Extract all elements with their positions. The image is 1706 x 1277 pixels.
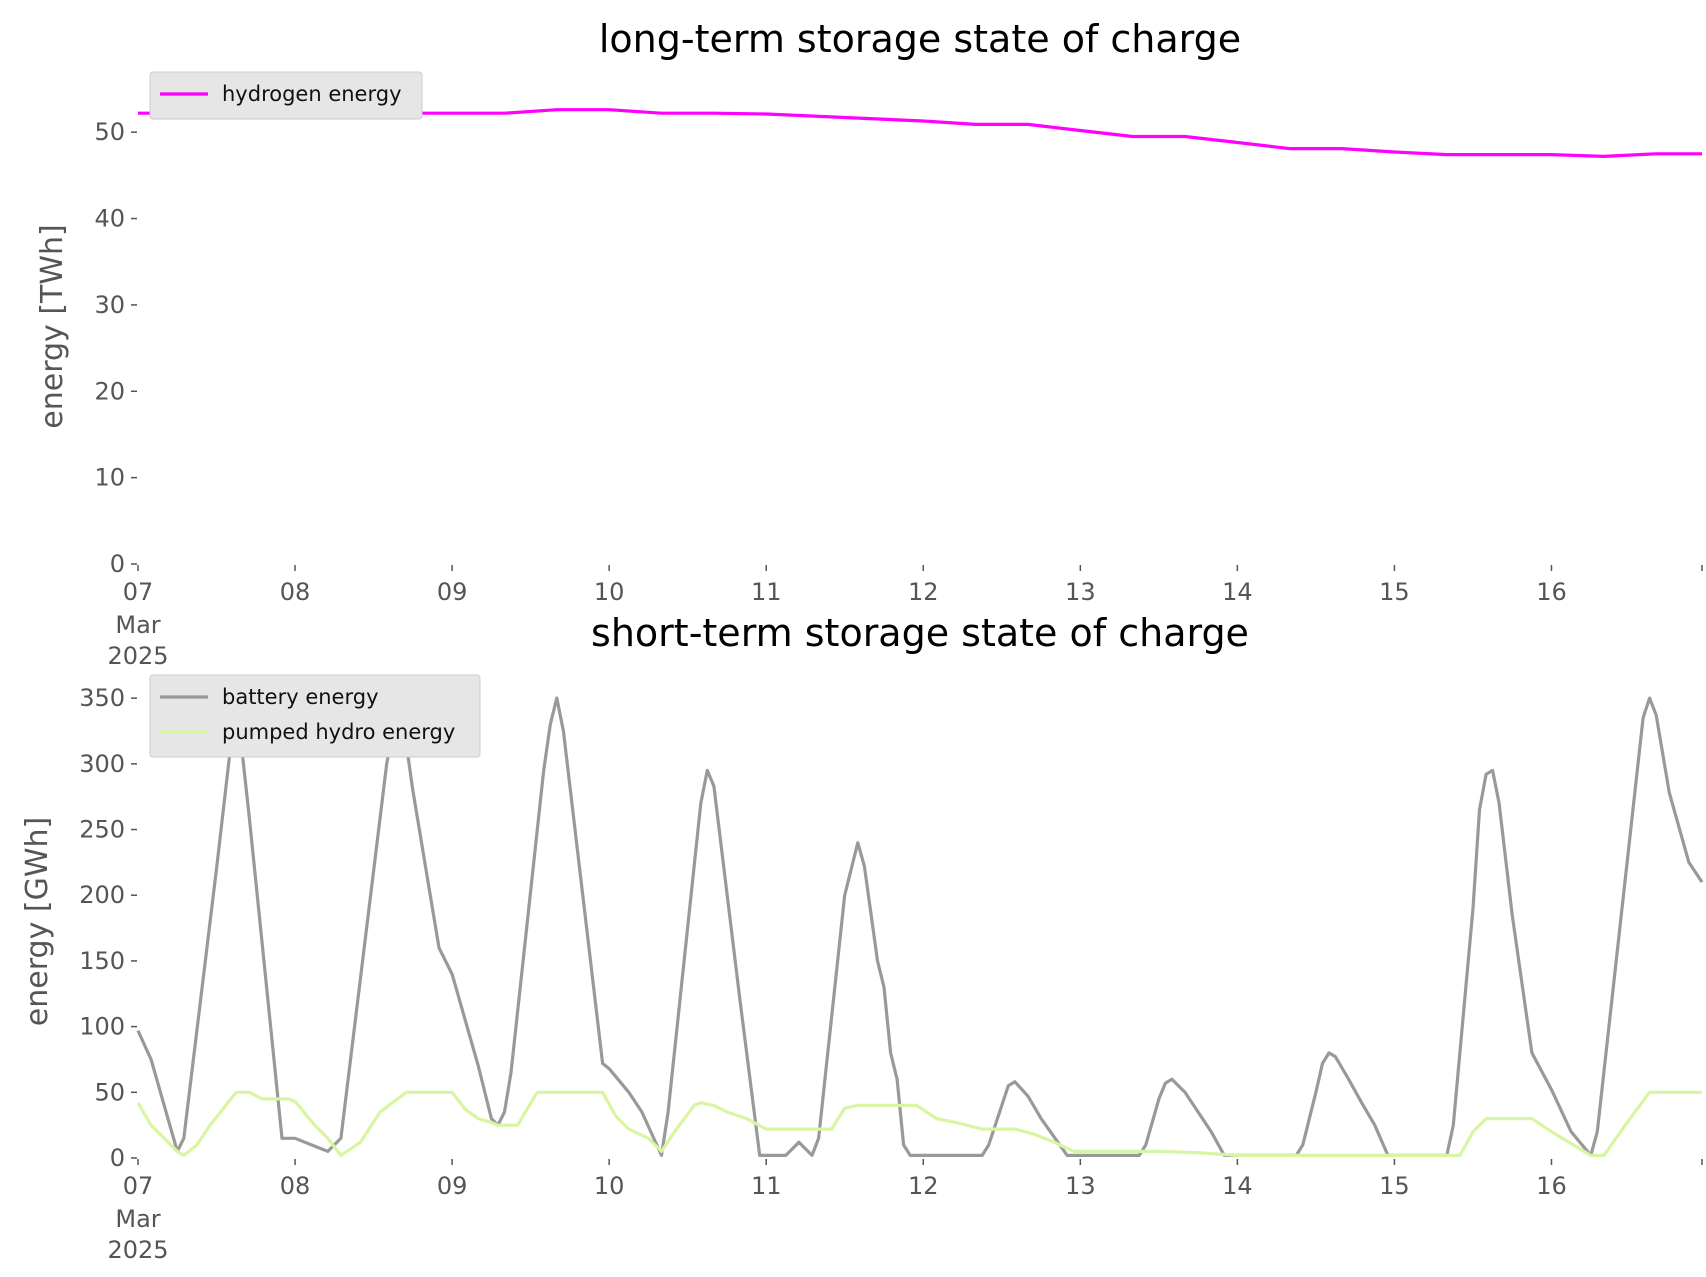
x-tick-label: 11: [751, 1172, 782, 1200]
x-tick-label: 09: [437, 578, 468, 606]
x-tick-label: 09: [437, 1172, 468, 1200]
y-tick-label: 0: [110, 550, 125, 578]
x-tick-label: 08: [280, 1172, 311, 1200]
y-axis-label: energy [TWh]: [35, 224, 70, 428]
x-tick-label: 12: [908, 1172, 939, 1200]
y-axis-label: energy [GWh]: [20, 817, 55, 1026]
x-tick-year-label: 2025: [107, 642, 168, 670]
chart-title: short-term storage state of charge: [591, 611, 1249, 655]
y-tick-label: 300: [79, 750, 125, 778]
x-tick-label: 08: [280, 578, 311, 606]
x-tick-label: 07: [123, 578, 154, 606]
y-tick-label: 10: [94, 464, 125, 492]
y-tick-label: 50: [94, 1078, 125, 1106]
y-tick-label: 150: [79, 947, 125, 975]
x-tick-label: 12: [908, 578, 939, 606]
legend-box: [149, 71, 423, 120]
series-line-battery-energy: [136, 696, 1704, 1157]
series-line-hydrogen-energy: [138, 108, 1702, 158]
chart-title: long-term storage state of charge: [599, 17, 1241, 61]
x-tick-label: 16: [1536, 578, 1567, 606]
x-tick-label: 13: [1065, 1172, 1096, 1200]
y-tick-label: 40: [94, 205, 125, 233]
x-tick-label: 14: [1222, 1172, 1253, 1200]
legend-box: [149, 674, 481, 758]
series-line-pumped-hydro-energy: [136, 1090, 1702, 1157]
x-tick-month-label: Mar: [115, 611, 160, 639]
x-tick-year-label: 2025: [107, 1236, 168, 1264]
x-tick-label: 10: [594, 578, 625, 606]
y-tick-label: 350: [79, 684, 125, 712]
y-tick-label: 100: [79, 1013, 125, 1041]
x-tick-label: 10: [594, 1172, 625, 1200]
x-tick-label: 15: [1379, 578, 1410, 606]
legend: battery energy pumped hydro energy: [149, 674, 481, 758]
legend-label: hydrogen energy: [222, 82, 402, 106]
x-tick-label: 16: [1536, 1172, 1567, 1200]
x-tick-label: 07: [123, 1172, 154, 1200]
chart-2: short-term storage state of charge energy…: [20, 611, 1704, 1264]
y-tick-label: 0: [110, 1144, 125, 1172]
x-tick-label: 11: [751, 578, 782, 606]
legend: hydrogen energy: [149, 71, 423, 120]
x-tick-label: 15: [1379, 1172, 1410, 1200]
y-tick-label: 50: [94, 118, 125, 146]
y-tick-label: 250: [79, 816, 125, 844]
x-tick-label: 13: [1065, 578, 1096, 606]
y-tick-label: 30: [94, 291, 125, 319]
legend-label: pumped hydro energy: [222, 720, 455, 744]
x-tick-label: 14: [1222, 578, 1253, 606]
x-tick-month-label: Mar: [115, 1205, 160, 1233]
y-tick-label: 20: [94, 377, 125, 405]
chart-1: long-term storage state of charge energy …: [35, 17, 1703, 670]
y-tick-label: 200: [79, 881, 125, 909]
legend-label: battery energy: [222, 685, 379, 709]
